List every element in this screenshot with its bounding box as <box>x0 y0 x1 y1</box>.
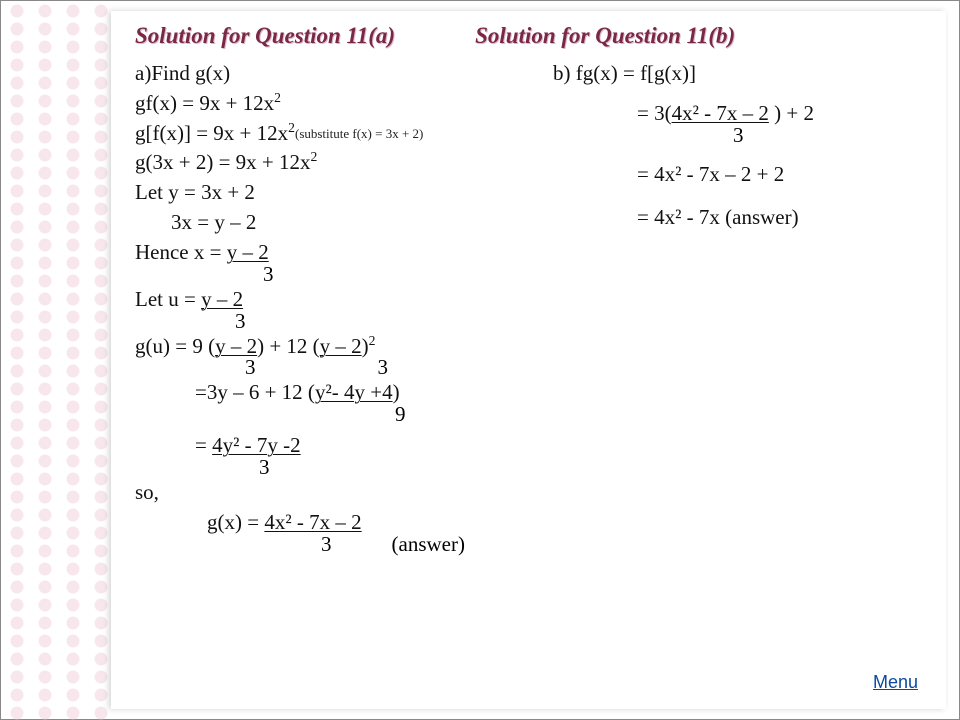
a-l9-pre: g(u) = 9 ( <box>135 334 215 358</box>
a-l13-den: 3 <box>321 532 332 556</box>
a-l9-post: ) <box>362 334 369 358</box>
a-l9-den1: 3 <box>245 355 256 379</box>
a-l7-pre: Hence x = <box>135 240 227 264</box>
a-l13-den-row: 3 (answer) <box>135 534 535 555</box>
b-l2-den: 3 <box>553 125 928 146</box>
a-l4-text: g(3x + 2) = 9x + 12x <box>135 150 311 174</box>
solution-b: b) fg(x) = f[g(x)] = 3(4x² - 7x – 2 ) + … <box>545 59 928 555</box>
a-l3-sub: (substitute f(x) = 3x + 2) <box>295 126 423 141</box>
a-l10-num: y²- 4y +4 <box>315 380 393 404</box>
a-l13-answer: (answer) <box>392 532 465 556</box>
b-line3: = 4x² - 7x – 2 + 2 <box>553 160 928 190</box>
a-l2-text: gf(x) = 9x + 12x <box>135 91 274 115</box>
a-l9-den2: 3 <box>378 355 389 379</box>
a-line12: so, <box>135 478 535 508</box>
a-l11-num: 4y² - 7y -2 <box>212 433 301 457</box>
a-l11-pre: = <box>195 433 212 457</box>
b-l2-pre: = 3( <box>637 101 672 125</box>
b-l2-num: 4x² - 7x – 2 <box>672 101 769 125</box>
title-b: Solution for Question 11(b) <box>475 23 735 49</box>
a-l10-pre: =3y – 6 + 12 ( <box>195 380 315 404</box>
b-line4: = 4x² - 7x (answer) <box>553 203 928 233</box>
a-l10-post: ) <box>393 380 400 404</box>
a-l9-num2: y – 2 <box>320 334 362 358</box>
squared: 2 <box>369 333 376 348</box>
a-l9-num1: y – 2 <box>215 334 257 358</box>
title-a: Solution for Question 11(a) <box>135 23 395 49</box>
page-content: Solution for Question 11(a) Solution for… <box>111 11 946 709</box>
a-l7-num: y – 2 <box>227 240 269 264</box>
menu-link[interactable]: Menu <box>873 672 918 693</box>
squared: 2 <box>274 90 281 105</box>
b-line1: b) fg(x) = f[g(x)] <box>553 59 928 89</box>
a-l13-num: 4x² - 7x – 2 <box>264 510 361 534</box>
squared: 2 <box>311 149 318 164</box>
a-line5: Let y = 3x + 2 <box>135 178 535 208</box>
a-l13-pre: g(x) = <box>207 510 264 534</box>
a-line4: g(3x + 2) = 9x + 12x2 <box>135 148 535 178</box>
title-row: Solution for Question 11(a) Solution for… <box>135 23 928 49</box>
a-line2: gf(x) = 9x + 12x2 <box>135 89 535 119</box>
a-l3-text: g[f(x)] = 9x + 12x <box>135 121 288 145</box>
a-l9-mid: ) + 12 ( <box>257 334 320 358</box>
a-line6: 3x = y – 2 <box>135 208 535 238</box>
a-l8-pre: Let u = <box>135 287 201 311</box>
a-line3: g[f(x)] = 9x + 12x2(substitute f(x) = 3x… <box>135 119 535 149</box>
squared: 2 <box>288 120 295 135</box>
slide: Solution for Question 11(a) Solution for… <box>0 0 960 720</box>
columns: a)Find g(x) gf(x) = 9x + 12x2 g[f(x)] = … <box>135 59 928 555</box>
b-l2-post: ) + 2 <box>769 101 814 125</box>
a-l8-num: y – 2 <box>201 287 243 311</box>
background-pattern <box>1 1 121 720</box>
solution-a: a)Find g(x) gf(x) = 9x + 12x2 g[f(x)] = … <box>135 59 535 555</box>
a-line1: a)Find g(x) <box>135 59 535 89</box>
